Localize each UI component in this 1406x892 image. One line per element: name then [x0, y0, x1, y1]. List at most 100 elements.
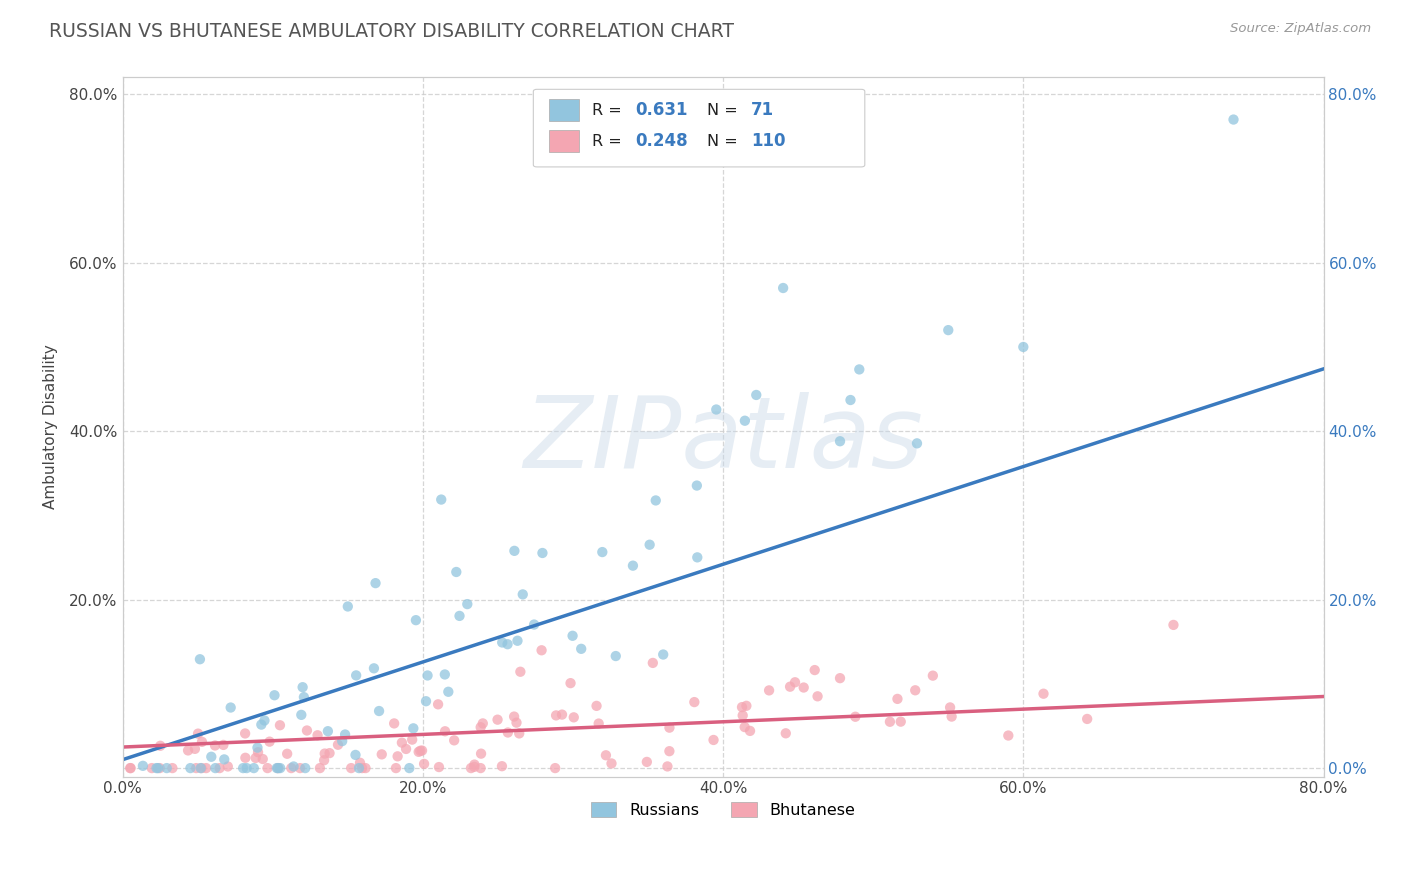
Point	[288, 761, 311, 775]
Point	[208, 761, 231, 775]
Point	[636, 755, 658, 769]
Point	[591, 545, 613, 559]
Point	[316, 724, 339, 739]
Point	[506, 633, 529, 648]
Point	[307, 728, 329, 742]
Point	[806, 690, 828, 704]
Point	[188, 652, 211, 666]
Text: 0.248: 0.248	[636, 132, 688, 150]
Point	[291, 680, 314, 694]
Point	[772, 281, 794, 295]
Point	[443, 733, 465, 747]
Point	[190, 761, 212, 775]
Point	[775, 726, 797, 740]
Point	[702, 733, 724, 747]
Point	[352, 761, 374, 775]
Point	[491, 635, 513, 649]
Point	[232, 761, 254, 775]
Point	[413, 756, 436, 771]
Point	[512, 587, 534, 601]
Point	[266, 761, 288, 775]
Point	[470, 720, 492, 734]
Point	[363, 661, 385, 675]
Point	[347, 761, 370, 775]
Point	[658, 721, 681, 735]
Point	[686, 550, 709, 565]
Point	[1076, 712, 1098, 726]
Point	[779, 680, 801, 694]
Point	[120, 761, 142, 775]
Point	[470, 747, 492, 761]
Point	[340, 761, 363, 775]
Point	[415, 694, 437, 708]
Point	[120, 761, 142, 775]
Point	[292, 690, 315, 705]
Point	[411, 743, 433, 757]
Point	[686, 478, 709, 492]
Point	[844, 710, 866, 724]
Point	[145, 761, 167, 775]
Point	[939, 700, 962, 714]
Point	[890, 714, 912, 729]
Point	[1032, 687, 1054, 701]
Point	[212, 752, 235, 766]
Point	[314, 747, 336, 761]
Point	[276, 747, 298, 761]
Point	[879, 714, 901, 729]
Text: ZIPatlas: ZIPatlas	[523, 392, 922, 490]
Point	[1222, 112, 1244, 127]
Point	[364, 576, 387, 591]
Point	[921, 668, 943, 682]
Point	[382, 716, 405, 731]
Point	[141, 761, 163, 775]
Point	[283, 759, 305, 773]
Point	[496, 637, 519, 651]
Point	[1012, 340, 1035, 354]
Point	[491, 759, 513, 773]
Point	[243, 761, 266, 775]
Point	[523, 617, 546, 632]
Point	[263, 688, 285, 702]
Point	[496, 725, 519, 739]
Point	[470, 761, 492, 775]
Point	[309, 761, 332, 775]
Point	[354, 761, 377, 775]
Point	[326, 738, 349, 752]
Point	[252, 752, 274, 766]
Point	[204, 739, 226, 753]
Point	[562, 710, 585, 724]
Point	[735, 698, 758, 713]
Point	[758, 683, 780, 698]
Point	[344, 747, 367, 762]
Point	[530, 643, 553, 657]
Point	[427, 760, 450, 774]
Point	[184, 742, 207, 756]
Point	[1163, 618, 1185, 632]
Point	[267, 761, 290, 775]
Point	[905, 436, 928, 450]
Point	[531, 546, 554, 560]
Point	[295, 723, 318, 738]
Point	[652, 648, 675, 662]
Point	[828, 434, 851, 449]
Point	[408, 745, 430, 759]
Point	[398, 761, 420, 775]
Point	[318, 746, 340, 760]
Point	[371, 747, 394, 762]
Point	[638, 538, 661, 552]
Point	[460, 761, 482, 775]
Point	[886, 692, 908, 706]
Text: 71: 71	[751, 102, 773, 120]
Point	[449, 608, 471, 623]
Point	[731, 700, 754, 714]
Point	[595, 748, 617, 763]
Point	[200, 749, 222, 764]
Point	[434, 724, 457, 739]
Text: N =: N =	[707, 103, 744, 118]
Point	[471, 716, 494, 731]
Point	[186, 761, 208, 775]
Text: R =: R =	[592, 134, 627, 149]
Point	[204, 761, 226, 775]
Point	[544, 761, 567, 775]
Point	[385, 761, 408, 775]
